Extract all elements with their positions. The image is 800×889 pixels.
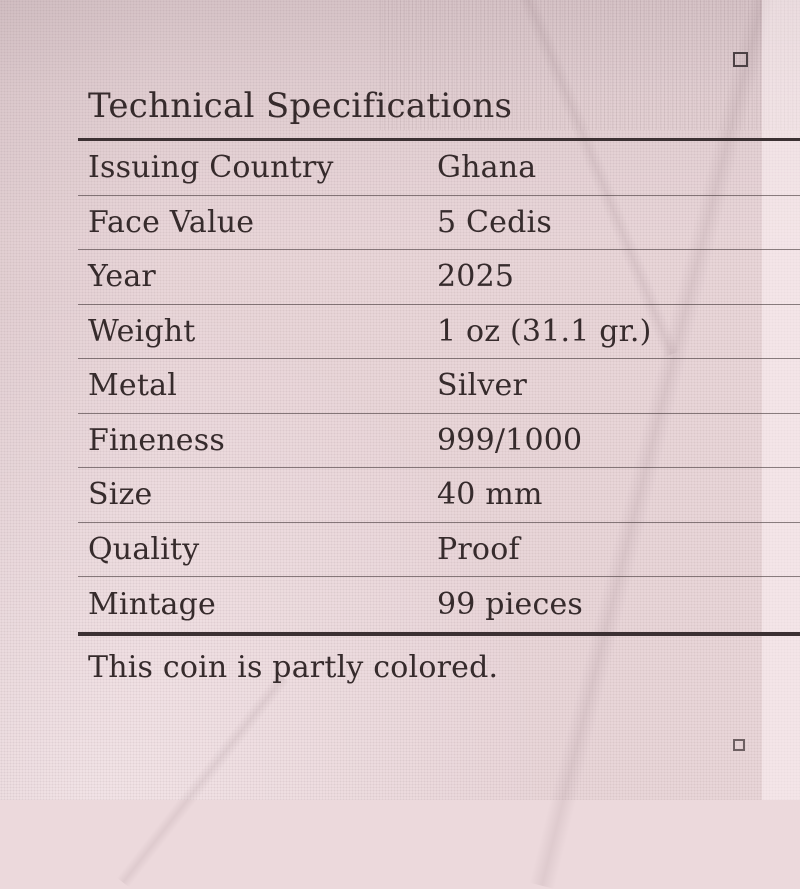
spec-section: Technical Specifications Issuing Country… [78,0,800,685]
registration-square-icon [733,739,745,751]
spec-value: Silver [437,368,527,404]
spec-value: 1 oz (31.1 gr.) [437,313,652,349]
spec-label: Year [88,259,156,295]
spec-value: Ghana [437,150,537,186]
spec-label: Face Value [88,204,255,240]
spec-label: Quality [88,531,200,567]
spec-label: Metal [88,368,178,404]
footer-note: This coin is partly colored. [88,649,499,685]
page-title: Technical Specifications [88,86,513,126]
spec-row: Quality Proof [78,523,800,577]
spec-row: Size 40 mm [78,468,800,523]
spec-label: Issuing Country [88,150,334,186]
registration-square-icon [733,52,748,67]
spec-row: Face Value 5 Cedis [78,196,800,250]
spec-value: Proof [437,531,520,567]
spec-value: 5 Cedis [437,204,552,240]
paper-striation-texture [380,0,800,130]
spec-value: 99 pieces [437,586,584,622]
spec-label: Weight [88,313,196,349]
spec-row: Year 2025 [78,250,800,305]
spec-row: Weight 1 oz (31.1 gr.) [78,305,800,359]
spec-row: Issuing Country Ghana [78,141,800,196]
spec-value: 2025 [437,259,515,295]
spec-label: Mintage [88,586,216,622]
spec-label: Fineness [88,422,225,458]
spec-row: Fineness 999/1000 [78,414,800,468]
spec-label: Size [88,477,153,513]
paper-halftone-texture [0,0,800,800]
spec-value: 40 mm [437,477,543,513]
page-edge-strip [762,0,800,800]
spec-value: 999/1000 [437,422,583,458]
spec-table: Issuing Country Ghana Face Value 5 Cedis… [78,138,800,636]
spec-row: Mintage 99 pieces [78,577,800,632]
spec-row: Metal Silver [78,359,800,414]
